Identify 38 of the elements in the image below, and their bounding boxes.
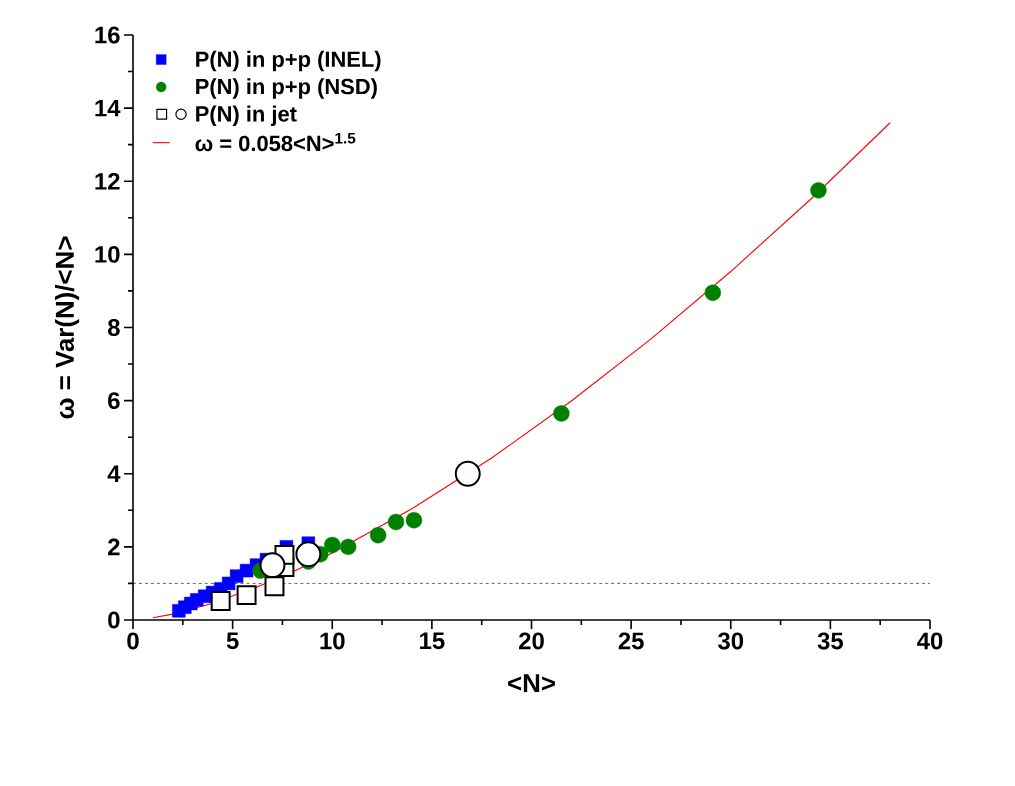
point <box>295 541 322 568</box>
x-axis-title: <N> <box>508 674 555 693</box>
x-tick-label: 10 <box>320 632 345 650</box>
point <box>704 284 721 301</box>
point <box>553 405 570 422</box>
y-tick-label: 4 <box>107 465 121 482</box>
x-tick-label: 0 <box>127 632 139 650</box>
legend-label: P(N) in p+p (INEL) <box>196 50 381 72</box>
legend-label: P(N) in jet <box>196 105 297 126</box>
y-tick-label: 14 <box>95 99 121 117</box>
x-tick-label: 20 <box>519 632 544 650</box>
x-tick-label: 15 <box>420 632 445 650</box>
x-tick-label: 40 <box>917 632 943 650</box>
point <box>387 513 405 531</box>
y-axis-title: ω = Var(N)/<N> <box>54 236 80 419</box>
y-tick-label: 8 <box>107 319 120 336</box>
point <box>369 526 387 544</box>
point <box>210 591 231 611</box>
point <box>264 576 285 597</box>
y-tick-label: 2 <box>108 538 120 556</box>
point <box>454 460 481 487</box>
x-tick-label: 25 <box>618 632 644 650</box>
point <box>236 585 257 606</box>
legend-label: P(N) in p+p (NSD) <box>196 78 377 99</box>
point <box>340 538 357 556</box>
legend-label: ω = 0.058<N>$^{1.5}$ <box>195 132 356 152</box>
point <box>324 536 341 554</box>
point <box>810 182 827 199</box>
x-tick-label: 35 <box>817 632 844 650</box>
point <box>259 552 286 579</box>
point <box>405 512 423 529</box>
y-tick-label: 0 <box>108 611 120 629</box>
x-tick-label: 5 <box>226 632 239 650</box>
x-tick-label: 30 <box>718 632 744 650</box>
y-tick-label: 6 <box>108 392 120 410</box>
y-tick-label: 16 <box>95 26 120 44</box>
y-tick-label: 10 <box>95 245 120 263</box>
y-tick-label: 12 <box>95 172 120 190</box>
